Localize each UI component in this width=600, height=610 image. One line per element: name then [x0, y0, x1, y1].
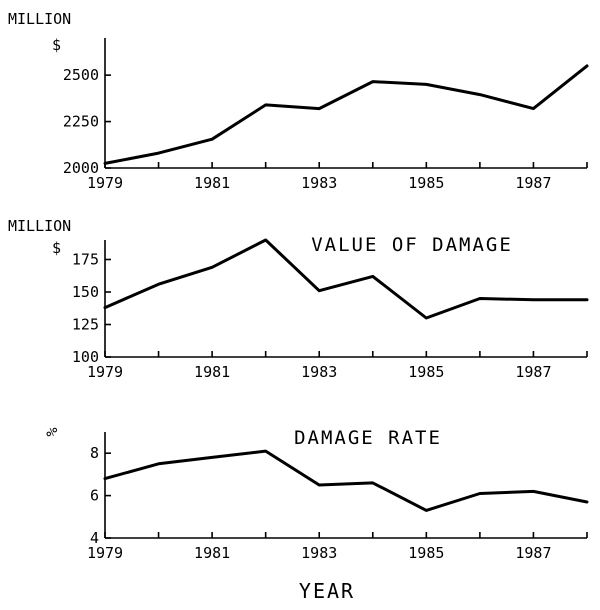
- axes: [104, 432, 587, 539]
- x-ticks: 1979 1981 1983 1985 1987: [87, 351, 588, 381]
- x-tick-label: 1979: [87, 363, 123, 381]
- series-lines: [103, 238, 589, 320]
- x-tick-label: 1983: [301, 544, 337, 562]
- x-tick-label: 1979: [87, 544, 123, 562]
- unit-label-bottom: $: [52, 36, 61, 54]
- y-tick-label: 100: [72, 348, 99, 366]
- y-ticks: 4 6 8: [90, 444, 111, 547]
- x-tick-label: 1983: [301, 174, 337, 192]
- x-tick-label: 1979: [87, 174, 123, 192]
- y-tick-label: 4: [90, 529, 99, 547]
- series-line: [103, 238, 589, 320]
- y-tick-label: 2500: [63, 66, 99, 84]
- x-tick-label: 1987: [515, 174, 551, 192]
- y-tick-label: 175: [72, 251, 99, 269]
- series-line: [103, 449, 589, 512]
- y-tick-label: 150: [72, 283, 99, 301]
- x-tick-label: 1987: [515, 544, 551, 562]
- x-ticks: 1979 1981 1983 1985 1987: [87, 532, 588, 562]
- y-ticks: 2000 2250 2500: [63, 66, 111, 177]
- x-tick-label: 1985: [408, 363, 444, 381]
- x-ticks: 1979 1981 1983 1985 1987: [87, 162, 588, 192]
- chart-value-of-damage: MILLION $ VALUE OF DAMAGE 100 125 150 175 1…: [8, 217, 589, 381]
- x-tick-label: 1981: [194, 363, 230, 381]
- chart-title: DAMAGE RATE: [294, 427, 442, 449]
- chart-title: VALUE OF DAMAGE: [311, 234, 513, 256]
- x-tick-label: 1985: [408, 174, 444, 192]
- series-line: [103, 64, 589, 165]
- unit-label-top: MILLION: [8, 217, 71, 235]
- x-tick-label: 1983: [301, 363, 337, 381]
- unit-label-top: MILLION: [8, 10, 71, 28]
- x-tick-label: 1981: [194, 174, 230, 192]
- chart-damage-rate: % DAMAGE RATE 4 6 8 1979 1981 1983 1985 1987: [43, 427, 589, 562]
- y-ticks: 100 125 150 175: [72, 251, 111, 366]
- x-axis-title: YEAR: [299, 579, 355, 603]
- axes: [104, 38, 587, 169]
- y-tick-label: 125: [72, 316, 99, 334]
- y-tick-label: 6: [90, 487, 99, 505]
- series-lines: [103, 449, 589, 512]
- unit-label-bottom: $: [52, 239, 61, 257]
- y-tick-label: 2000: [63, 159, 99, 177]
- x-tick-label: 1981: [194, 544, 230, 562]
- x-tick-label: 1987: [515, 363, 551, 381]
- y-tick-label: 8: [90, 444, 99, 462]
- y-tick-label: 2250: [63, 113, 99, 131]
- x-tick-label: 1985: [408, 544, 444, 562]
- series-lines: [103, 64, 589, 165]
- unit-label-top: %: [43, 427, 61, 436]
